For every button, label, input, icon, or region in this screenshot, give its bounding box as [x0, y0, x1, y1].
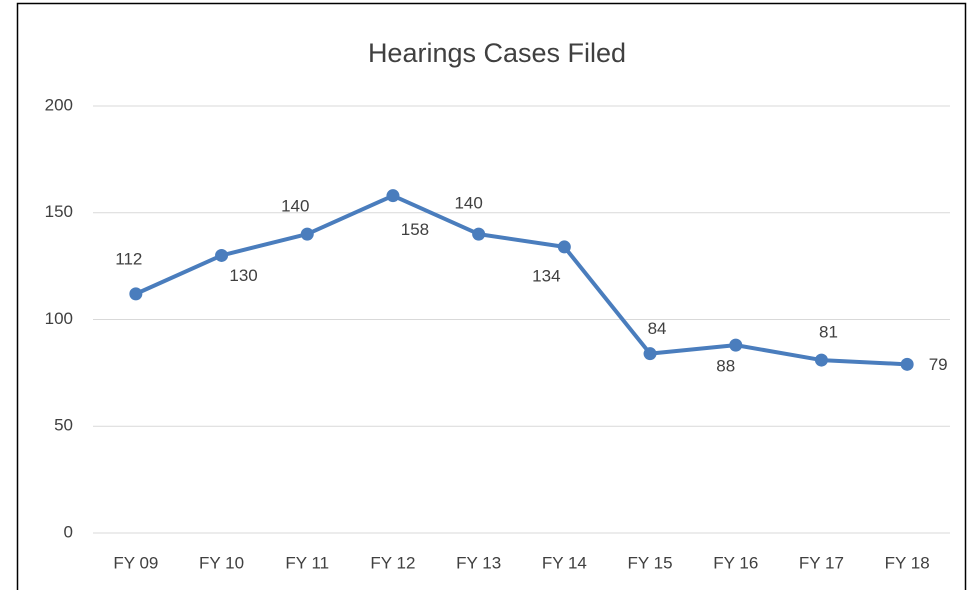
series-line [135, 193, 908, 367]
data-label: 130 [229, 266, 257, 285]
y-tick-label: 150 [45, 202, 73, 221]
x-tick-label: FY 12 [370, 553, 415, 572]
y-tick-label: 200 [45, 95, 73, 114]
x-tick-label: FY 18 [885, 553, 930, 572]
data-label: 112 [115, 249, 142, 268]
data-label: 134 [532, 266, 560, 285]
data-point [472, 227, 486, 241]
y-tick-label: 0 [64, 522, 73, 541]
data-point [814, 353, 828, 367]
x-tick-label: FY 09 [113, 553, 158, 572]
data-label: 140 [281, 197, 309, 216]
data-point [300, 227, 314, 241]
x-tick-label: FY 13 [456, 553, 501, 572]
data-label: 81 [819, 323, 838, 342]
data-label: 140 [454, 194, 482, 213]
data-label: 79 [929, 355, 948, 374]
data-point [643, 347, 657, 361]
data-label: 84 [648, 319, 667, 338]
data-point [386, 189, 400, 203]
x-tick-label: FY 14 [542, 553, 587, 572]
data-point [215, 248, 229, 262]
data-point [900, 357, 914, 371]
y-tick-label: 50 [54, 416, 73, 435]
y-tick-label: 100 [45, 309, 73, 328]
chart-border [16, 2, 967, 590]
data-label: 88 [716, 357, 735, 376]
data-point [557, 240, 571, 254]
x-tick-label: FY 16 [713, 553, 758, 572]
chart-title: Hearings Cases Filed [368, 38, 626, 68]
x-tick-label: FY 17 [799, 553, 844, 572]
data-label: 158 [401, 220, 429, 239]
data-point [729, 338, 743, 352]
x-tick-label: FY 10 [199, 553, 244, 572]
x-tick-label: FY 11 [285, 553, 329, 572]
x-tick-label: FY 15 [628, 553, 673, 572]
data-point [129, 287, 143, 301]
